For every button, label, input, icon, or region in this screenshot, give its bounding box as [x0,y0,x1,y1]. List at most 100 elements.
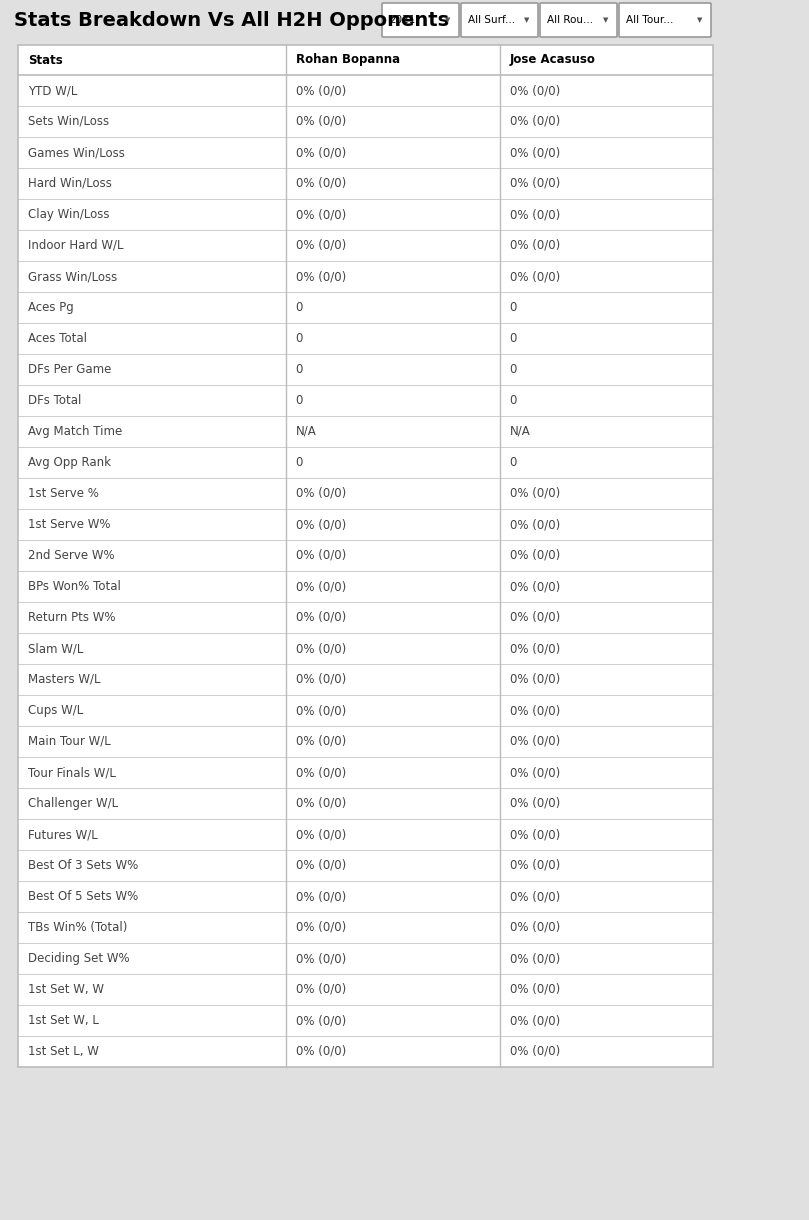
Text: 0: 0 [295,456,303,468]
FancyBboxPatch shape [540,2,617,37]
Text: 0% (0/0): 0% (0/0) [510,983,560,996]
Text: Futures W/L: Futures W/L [28,828,98,841]
Text: 0% (0/0): 0% (0/0) [295,487,345,500]
Text: Avg Match Time: Avg Match Time [28,425,122,438]
Text: BPs Won% Total: BPs Won% Total [28,580,121,593]
Text: 0% (0/0): 0% (0/0) [510,1014,560,1027]
Text: All Rou...: All Rou... [547,15,593,24]
Text: Challenger W/L: Challenger W/L [28,797,118,810]
Text: 0% (0/0): 0% (0/0) [295,983,345,996]
Text: DFs Per Game: DFs Per Game [28,364,112,376]
Text: 0% (0/0): 0% (0/0) [510,580,560,593]
Text: 0% (0/0): 0% (0/0) [295,859,345,872]
Text: Deciding Set W%: Deciding Set W% [28,952,129,965]
Text: Stats: Stats [28,54,63,67]
Text: 0% (0/0): 0% (0/0) [295,766,345,780]
Text: Jose Acasuso: Jose Acasuso [510,54,595,67]
Text: 0% (0/0): 0% (0/0) [295,952,345,965]
Text: Tour Finals W/L: Tour Finals W/L [28,766,116,780]
Text: Cups W/L: Cups W/L [28,704,83,717]
Text: 0% (0/0): 0% (0/0) [295,1046,345,1058]
Text: 0% (0/0): 0% (0/0) [510,704,560,717]
Text: Aces Total: Aces Total [28,332,87,345]
Text: ▼: ▼ [445,17,451,23]
Text: Slam W/L: Slam W/L [28,642,83,655]
Text: 0% (0/0): 0% (0/0) [510,673,560,686]
Text: 2021: 2021 [389,15,415,24]
Text: 0% (0/0): 0% (0/0) [295,270,345,283]
Text: 0% (0/0): 0% (0/0) [510,921,560,935]
Text: 1st Set W, W: 1st Set W, W [28,983,104,996]
Text: 0% (0/0): 0% (0/0) [295,518,345,531]
Text: 0% (0/0): 0% (0/0) [295,146,345,159]
Text: Best Of 5 Sets W%: Best Of 5 Sets W% [28,891,138,903]
Text: Rohan Bopanna: Rohan Bopanna [295,54,400,67]
Text: 1st Set L, W: 1st Set L, W [28,1046,99,1058]
Text: ▼: ▼ [524,17,530,23]
Text: 1st Serve W%: 1st Serve W% [28,518,111,531]
Text: 0: 0 [295,301,303,314]
Text: 0% (0/0): 0% (0/0) [510,859,560,872]
Text: 0% (0/0): 0% (0/0) [510,146,560,159]
Text: 0% (0/0): 0% (0/0) [295,580,345,593]
Text: 0% (0/0): 0% (0/0) [510,952,560,965]
Text: 1st Set W, L: 1st Set W, L [28,1014,99,1027]
Text: 0% (0/0): 0% (0/0) [510,797,560,810]
Bar [18,45,713,1068]
Text: 0% (0/0): 0% (0/0) [295,734,345,748]
Text: 0% (0/0): 0% (0/0) [295,611,345,623]
Text: 0% (0/0): 0% (0/0) [295,177,345,190]
Text: 0: 0 [510,332,517,345]
Text: Main Tour W/L: Main Tour W/L [28,734,111,748]
Text: 0% (0/0): 0% (0/0) [295,797,345,810]
Text: Masters W/L: Masters W/L [28,673,100,686]
Text: 0: 0 [295,394,303,407]
Text: 0: 0 [510,394,517,407]
Text: 0% (0/0): 0% (0/0) [510,642,560,655]
Text: 0% (0/0): 0% (0/0) [295,921,345,935]
Text: Indoor Hard W/L: Indoor Hard W/L [28,239,124,253]
Text: Hard Win/Loss: Hard Win/Loss [28,177,112,190]
FancyBboxPatch shape [382,2,459,37]
Text: Sets Win/Loss: Sets Win/Loss [28,115,109,128]
Text: Aces Pg: Aces Pg [28,301,74,314]
Text: 0% (0/0): 0% (0/0) [510,207,560,221]
Text: 0% (0/0): 0% (0/0) [510,487,560,500]
Text: 0% (0/0): 0% (0/0) [510,734,560,748]
Text: 0% (0/0): 0% (0/0) [295,549,345,562]
Text: All Surf...: All Surf... [468,15,515,24]
Text: ▼: ▼ [604,17,608,23]
Text: 0% (0/0): 0% (0/0) [510,239,560,253]
Text: 0% (0/0): 0% (0/0) [510,115,560,128]
Text: 0% (0/0): 0% (0/0) [510,84,560,98]
Text: Games Win/Loss: Games Win/Loss [28,146,125,159]
Text: 0% (0/0): 0% (0/0) [510,766,560,780]
Text: ▼: ▼ [697,17,703,23]
FancyBboxPatch shape [619,2,711,37]
Text: 0% (0/0): 0% (0/0) [295,84,345,98]
Text: 0% (0/0): 0% (0/0) [510,828,560,841]
Text: YTD W/L: YTD W/L [28,84,78,98]
Text: 0: 0 [510,301,517,314]
Text: 0% (0/0): 0% (0/0) [295,239,345,253]
Text: 0% (0/0): 0% (0/0) [510,549,560,562]
Text: Grass Win/Loss: Grass Win/Loss [28,270,117,283]
Text: 2nd Serve W%: 2nd Serve W% [28,549,115,562]
Text: 0% (0/0): 0% (0/0) [295,207,345,221]
Text: Best Of 3 Sets W%: Best Of 3 Sets W% [28,859,138,872]
Text: 0% (0/0): 0% (0/0) [295,704,345,717]
Text: 0% (0/0): 0% (0/0) [510,891,560,903]
Text: 0% (0/0): 0% (0/0) [510,518,560,531]
Text: 0% (0/0): 0% (0/0) [510,611,560,623]
Text: All Tour...: All Tour... [626,15,673,24]
Text: N/A: N/A [295,425,316,438]
Text: 0% (0/0): 0% (0/0) [295,828,345,841]
Text: 0% (0/0): 0% (0/0) [510,1046,560,1058]
Text: TBs Win% (Total): TBs Win% (Total) [28,921,127,935]
Text: 0% (0/0): 0% (0/0) [295,673,345,686]
Text: Stats Breakdown Vs All H2H Opponents: Stats Breakdown Vs All H2H Opponents [14,11,449,29]
Text: 0: 0 [510,456,517,468]
Text: Clay Win/Loss: Clay Win/Loss [28,207,109,221]
Text: 0% (0/0): 0% (0/0) [295,1014,345,1027]
Text: 0% (0/0): 0% (0/0) [295,115,345,128]
